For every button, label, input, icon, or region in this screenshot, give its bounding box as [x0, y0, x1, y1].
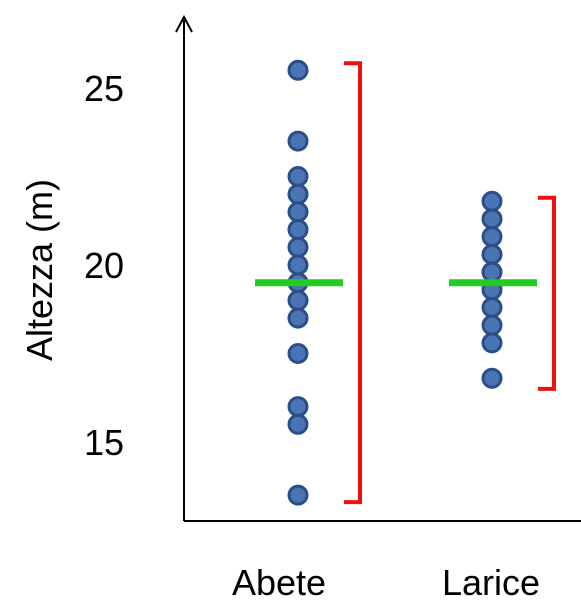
data-point [481, 190, 503, 212]
data-point [287, 343, 309, 364]
data-point [287, 130, 309, 152]
data-point [287, 59, 309, 81]
category-labels: Abete Larice [232, 562, 540, 603]
data-point [287, 201, 309, 223]
data-point [287, 307, 309, 329]
data-point [287, 219, 309, 241]
y-tick-label: 25 [84, 68, 124, 109]
data-point [481, 332, 503, 354]
y-tick-label: 15 [84, 422, 124, 463]
data-point [481, 226, 503, 248]
data-point [481, 261, 503, 283]
data-point [481, 243, 503, 265]
data-point [287, 289, 309, 311]
data-point [481, 314, 503, 336]
data-point [481, 208, 503, 230]
data-point [287, 396, 309, 418]
data-point [287, 254, 309, 276]
range-bracket [538, 195, 556, 391]
data-point [287, 484, 309, 506]
category-label: Larice [442, 562, 540, 603]
data-point [287, 413, 309, 435]
category-label: Abete [232, 562, 326, 603]
data-points [287, 59, 503, 506]
data-point [287, 236, 309, 258]
y-axis-arrow [175, 14, 193, 33]
y-tick-labels: 15 20 25 [84, 68, 124, 463]
data-point [481, 367, 503, 389]
range-brackets [344, 61, 556, 505]
axes [175, 14, 581, 522]
data-point [287, 183, 309, 205]
range-bracket [344, 61, 362, 505]
data-point [287, 166, 309, 187]
y-tick-label: 20 [84, 245, 124, 286]
y-axis-title: Altezza (m) [19, 179, 60, 361]
data-point [481, 296, 503, 318]
